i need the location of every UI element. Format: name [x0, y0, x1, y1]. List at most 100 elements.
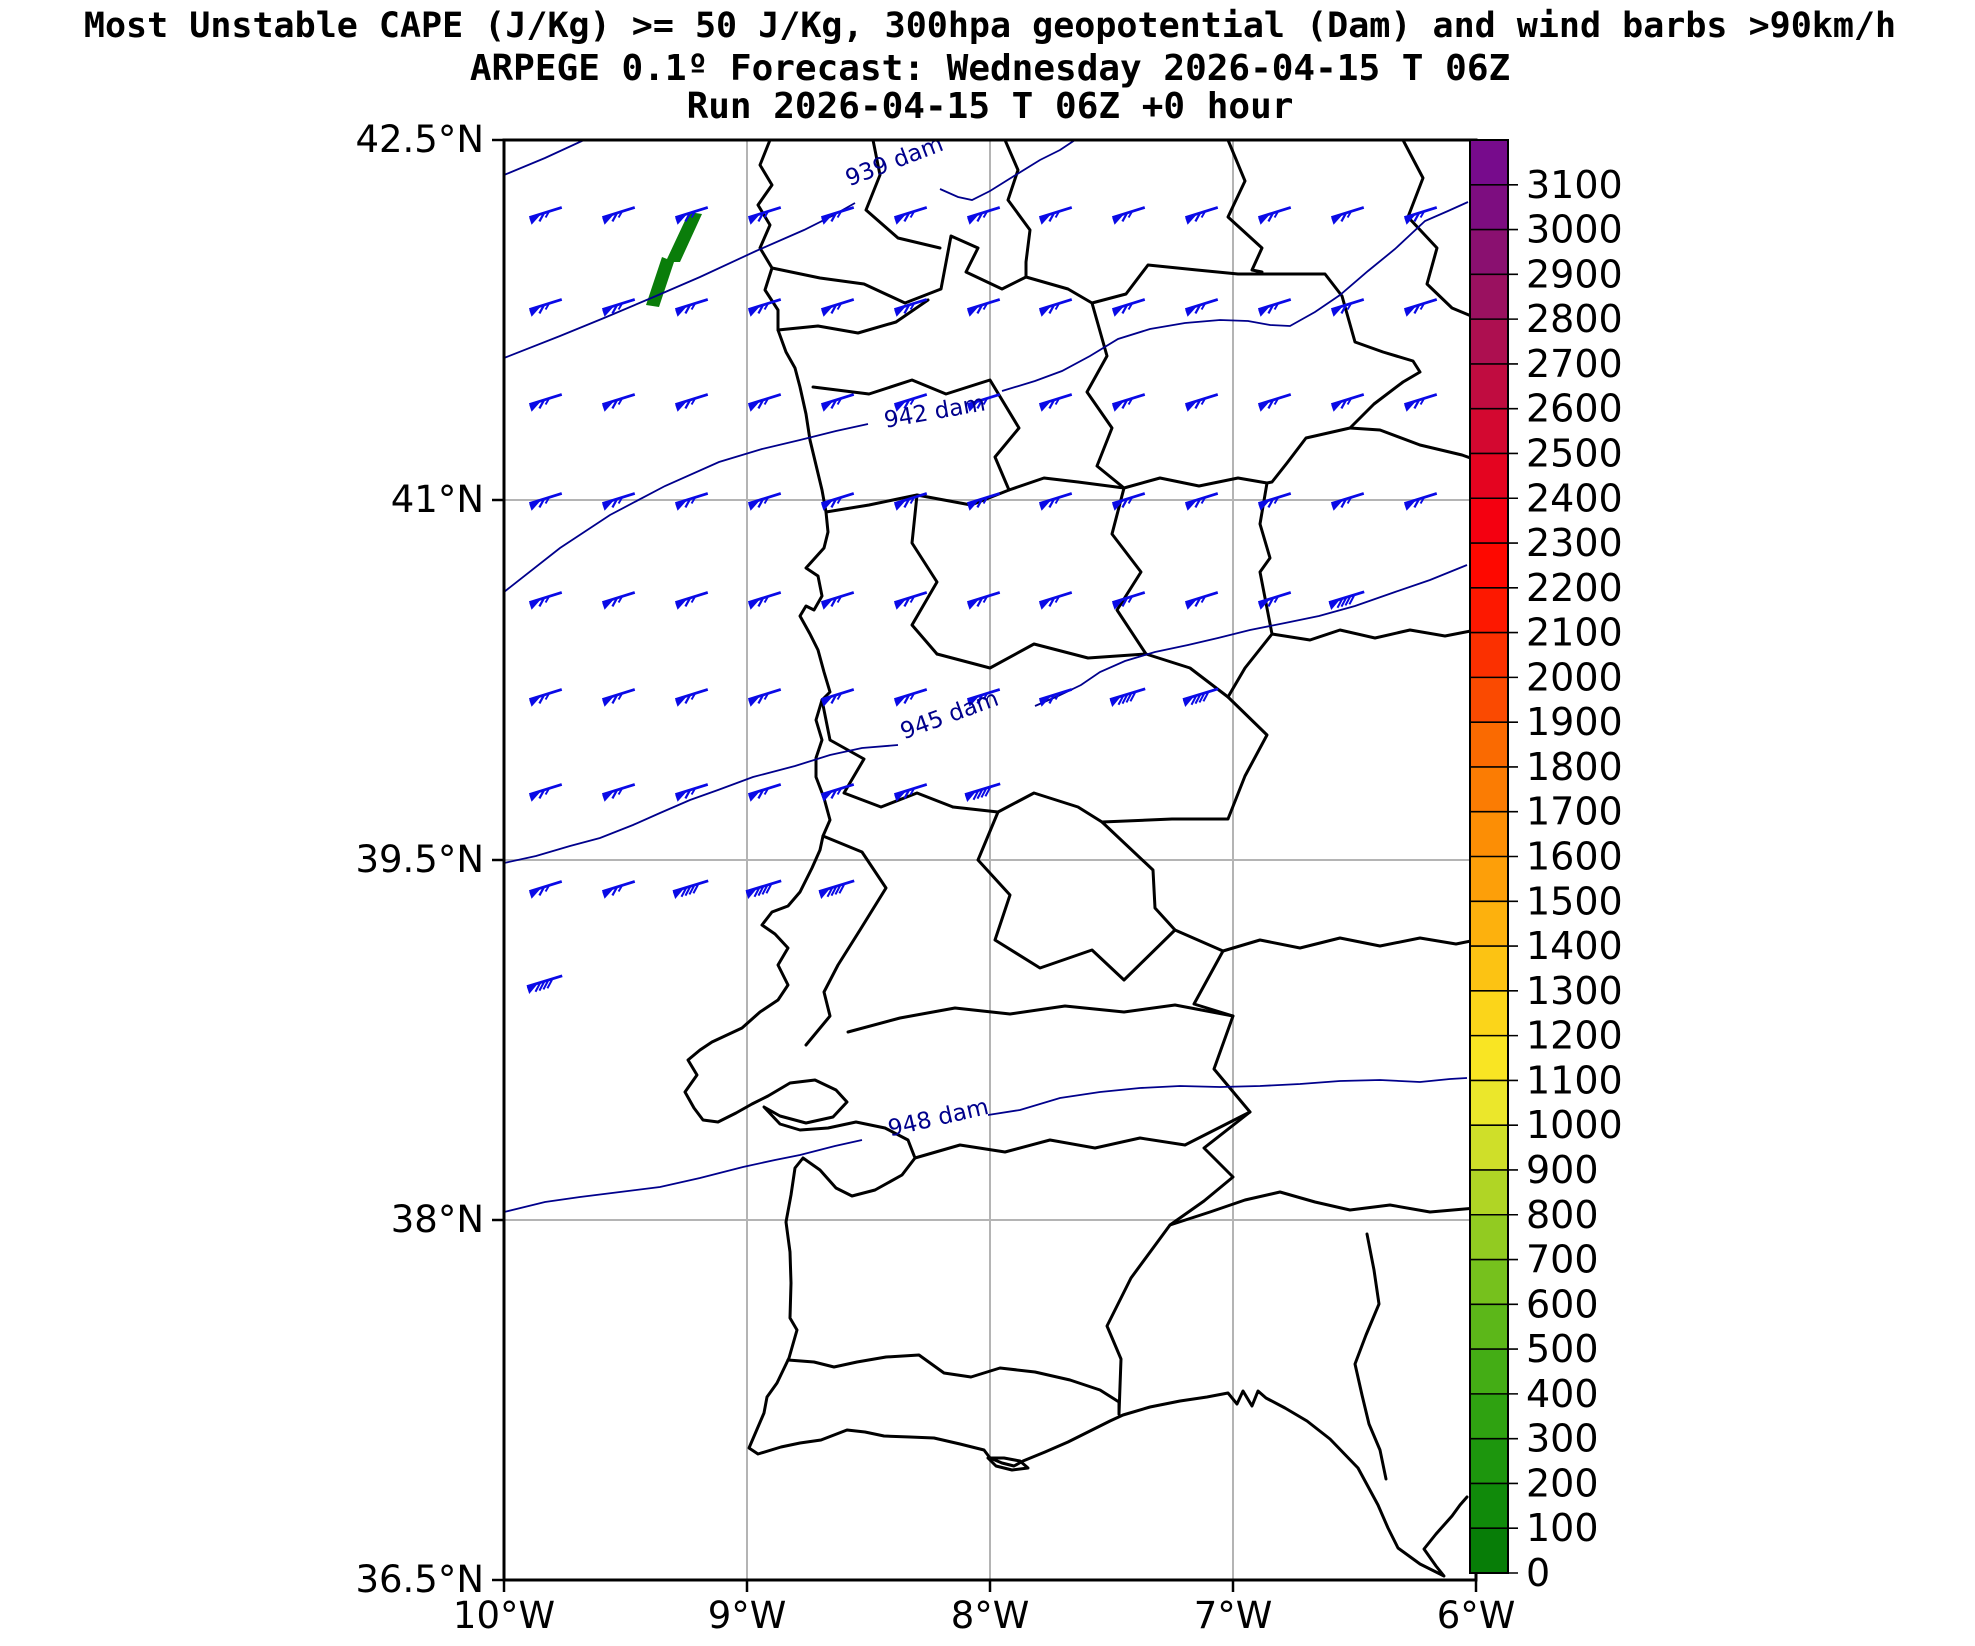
coastline: [683, 140, 1469, 1578]
wind-barb-heavy: [817, 879, 856, 899]
colorbar-tick-label: 2000: [1526, 655, 1623, 699]
colorbar-band: [1470, 1304, 1508, 1350]
wind-barb: [1329, 206, 1366, 225]
colorbar-tick-label: 2400: [1526, 476, 1623, 520]
colorbar-band: [1470, 363, 1508, 410]
colorbar-tick-label: 2300: [1526, 521, 1623, 565]
district-border: [776, 298, 930, 335]
wind-barb: [1329, 492, 1366, 511]
y-tick-label: 42.5°N: [355, 118, 484, 161]
district-border: [804, 834, 888, 1047]
district-border: [1270, 628, 1476, 642]
colorbar-tick-label: 1400: [1526, 924, 1623, 968]
colorbar-tick-label: 1600: [1526, 835, 1623, 879]
district-border: [811, 378, 1021, 514]
wind-barb: [965, 298, 1002, 317]
chart-title-line2: ARPEGE 0.1º Forecast: Wednesday 2026-04-…: [469, 48, 1511, 89]
colorbar-tick-label: 3000: [1526, 208, 1623, 252]
district-border: [864, 140, 942, 250]
wind-barb: [1183, 393, 1220, 412]
axis-labels: 42.5°N 41°N 39.5°N 38°N 36.5°N10°W 9°W 8°W 7°W 6…: [355, 118, 1515, 1637]
wind-barb: [819, 591, 856, 610]
y-tick-label: 38°N: [391, 1198, 484, 1241]
colorbar-tick-label: 2500: [1526, 431, 1623, 475]
district-border: [786, 1353, 1121, 1416]
colorbar-band: [1470, 1125, 1508, 1171]
colorbar-band: [1470, 408, 1508, 455]
wind-barb: [1183, 492, 1220, 511]
wind-barb: [1402, 492, 1439, 511]
wind-barb: [1037, 298, 1074, 317]
colorbar-tick-label: 300: [1526, 1417, 1599, 1461]
wind-barb: [1402, 393, 1439, 412]
basemap-borders: [683, 140, 1476, 1578]
wind-barb-heavy: [1181, 687, 1220, 707]
wind-barb: [746, 492, 783, 511]
district-border: [976, 810, 1177, 982]
colorbar-tick-label: 500: [1526, 1327, 1599, 1371]
wind-barb: [965, 206, 1002, 225]
wind-barb: [819, 298, 856, 317]
district-border: [951, 791, 1104, 824]
contour-line-939: [939, 140, 1076, 201]
district-border: [1348, 426, 1476, 462]
wind-barbs: [525, 206, 1476, 994]
wind-barb: [1037, 393, 1074, 412]
contour-line-948: [504, 1139, 863, 1213]
colorbar-band: [1470, 453, 1508, 499]
gridlines: [503, 139, 1477, 1581]
wind-barb: [819, 206, 856, 225]
contour-line-942: [504, 423, 869, 593]
colorbar-band: [1470, 677, 1508, 723]
wind-barb-heavy: [671, 879, 710, 899]
wind-barb: [1037, 492, 1074, 511]
colorbar-band: [1470, 1169, 1508, 1216]
wind-barb: [673, 688, 710, 707]
wind-barb: [527, 393, 564, 412]
colorbar-tick-label: 1800: [1526, 745, 1623, 789]
colorbar-band: [1470, 1214, 1508, 1261]
wind-barb: [1256, 393, 1293, 412]
x-tick-label: 7°W: [1194, 1594, 1273, 1637]
colorbar-tick-label: 200: [1526, 1461, 1599, 1505]
wind-barb-heavy: [1327, 590, 1366, 610]
wind-barb: [819, 783, 856, 802]
colorbar-band: [1470, 901, 1508, 947]
wind-barb: [527, 492, 564, 511]
wind-barb: [1256, 206, 1293, 225]
wind-barb: [673, 393, 710, 412]
colorbar-tick-label: 1200: [1526, 1014, 1623, 1058]
x-tick-label: 9°W: [708, 1594, 787, 1637]
wind-barb: [600, 688, 637, 707]
colorbar-band: [1470, 990, 1508, 1037]
wind-barb: [1037, 591, 1074, 610]
district-border: [935, 642, 1230, 699]
colorbar-tick-label: 2800: [1526, 297, 1623, 341]
colorbar-band: [1470, 587, 1508, 634]
wind-barb: [527, 298, 564, 317]
wind-barb: [527, 206, 564, 225]
colorbar-band: [1470, 184, 1508, 231]
colorbar-tick-label: 2600: [1526, 387, 1623, 431]
wind-barb: [673, 298, 710, 317]
wind-barb: [1183, 298, 1220, 317]
colorbar-band: [1470, 1483, 1508, 1529]
contour-line-948: [987, 1077, 1468, 1116]
contour-line-939: [504, 202, 856, 359]
colorbar-tick-label: 3100: [1526, 163, 1623, 207]
district-border: [820, 698, 955, 809]
district-border: [1007, 476, 1269, 492]
colorbar-band: [1470, 1528, 1508, 1574]
wind-barb: [600, 492, 637, 511]
wind-barb: [746, 783, 783, 802]
colorbar-tick-label: 1100: [1526, 1058, 1623, 1102]
wind-barb: [600, 591, 637, 610]
colorbar-tick-label: 1300: [1526, 969, 1623, 1013]
colorbar-band: [1470, 319, 1508, 365]
x-tick-label: 8°W: [951, 1594, 1030, 1637]
wind-barb: [1110, 393, 1147, 412]
contour-label-942: 942 dam: [882, 390, 987, 433]
wind-barb: [746, 688, 783, 707]
colorbar-tick-label: 700: [1526, 1238, 1599, 1282]
district-border: [913, 1110, 1252, 1160]
